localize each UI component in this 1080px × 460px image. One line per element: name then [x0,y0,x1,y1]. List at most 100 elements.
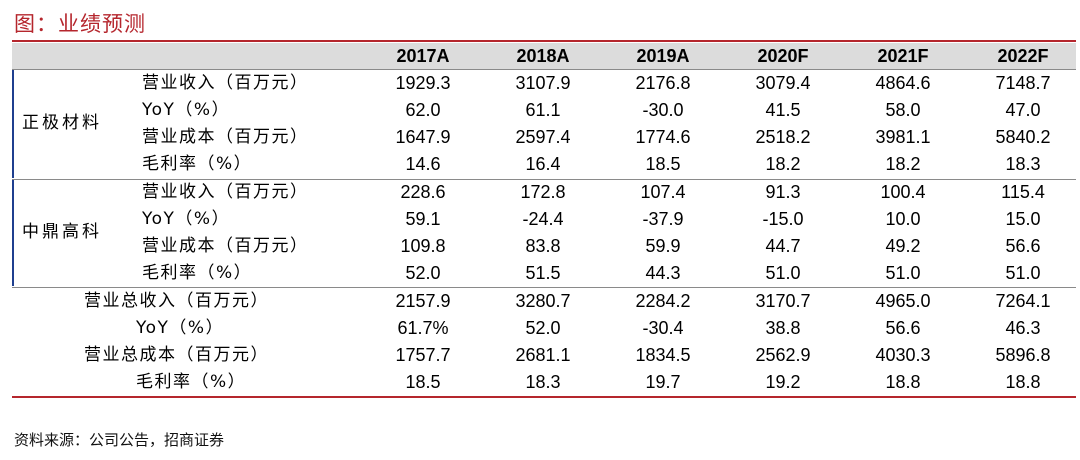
col-header-2022f: 2022F [997,46,1049,66]
group-separator [12,179,1076,180]
cell: 4965.0 [875,291,931,311]
cell: 19.7 [645,372,681,392]
cell: 58.0 [885,100,921,120]
cell: 172.8 [520,182,566,202]
col-header-2019a: 2019A [636,46,690,66]
cell: 2562.9 [755,345,811,365]
table-row: YoY（%） 61.7% 52.0 -30.4 38.8 56.6 46.3 [0,315,1080,342]
cell: 18.8 [885,372,921,392]
cell: 61.7% [397,318,449,338]
cell: 3079.4 [755,73,811,93]
group-label: 中鼎高科 [22,222,102,242]
cell: 62.0 [405,100,441,120]
cell: 10.0 [885,209,921,229]
cell: 2284.2 [635,291,691,311]
table-row: 营业收入（百万元） 228.6 172.8 107.4 91.3 100.4 1… [0,179,1080,206]
cell: 18.8 [1005,372,1041,392]
table-row: 营业成本（百万元） 109.8 83.8 59.9 44.7 49.2 56.6 [0,233,1080,260]
cell: 1757.7 [395,345,451,365]
cell: 46.3 [1005,318,1041,338]
cell: 7264.1 [995,291,1051,311]
source-note: 资料来源：公司公告，招商证券 [14,431,225,449]
col-header-2018a: 2018A [516,46,570,66]
row-metric: 毛利率（%） [142,154,253,174]
cell: 100.4 [880,182,926,202]
left-bar-group-2 [12,180,14,286]
cell: 41.5 [765,100,801,120]
row-metric: YoY（%） [142,100,231,120]
cell: 51.5 [525,263,561,283]
cell: 1834.5 [635,345,691,365]
cell: -15.0 [762,209,804,229]
table-header: 2017A 2018A 2019A 2020F 2021F 2022F [12,43,1076,70]
row-metric: YoY（%） [136,318,225,338]
table-bottom-rule [12,396,1076,398]
cell: 18.2 [765,154,801,174]
cell: 2518.2 [755,127,811,147]
cell: 52.0 [405,263,441,283]
cell: 18.5 [405,372,441,392]
row-metric: 营业总收入（百万元） [84,291,269,311]
cell: 15.0 [1005,209,1041,229]
cell: 83.8 [525,236,561,256]
row-metric: 营业成本（百万元） [142,236,309,256]
cell: 47.0 [1005,100,1041,120]
cell: 2176.8 [635,73,691,93]
table-row: 营业成本（百万元） 1647.9 2597.4 1774.6 2518.2 39… [0,124,1080,151]
table-row: YoY（%） 59.1 -24.4 -37.9 -15.0 10.0 15.0 [0,206,1080,233]
row-metric: 营业成本（百万元） [142,127,309,147]
cell: 59.9 [645,236,681,256]
cell: 3107.9 [515,73,571,93]
row-metric: 毛利率（%） [142,263,253,283]
cell: 5840.2 [995,127,1051,147]
cell: 51.0 [1005,263,1041,283]
cell: 52.0 [525,318,561,338]
cell: 44.3 [645,263,681,283]
cell: 59.1 [405,209,441,229]
cell: 14.6 [405,154,441,174]
cell: -30.4 [642,318,684,338]
col-header-2020f: 2020F [757,46,809,66]
cell: 4864.6 [875,73,931,93]
row-metric: 营业收入（百万元） [142,73,309,93]
cell: 16.4 [525,154,561,174]
row-metric: 营业收入（百万元） [142,182,309,202]
cell: 2157.9 [395,291,451,311]
cell: 3170.7 [755,291,811,311]
cell: 44.7 [765,236,801,256]
cell: 3280.7 [515,291,571,311]
cell: 115.4 [1001,182,1045,202]
row-metric: YoY（%） [142,209,231,229]
cell: 91.3 [765,182,801,202]
cell: 1929.3 [395,73,451,93]
table-row: 营业总收入（百万元） 2157.9 3280.7 2284.2 3170.7 4… [0,288,1080,315]
cell: 19.2 [765,372,801,392]
cell: 1647.9 [395,127,451,147]
cell: 51.0 [765,263,801,283]
cell: -30.0 [642,100,684,120]
cell: -37.9 [642,209,684,229]
cell: 228.6 [400,182,446,202]
col-header-2017a: 2017A [396,46,450,66]
cell: 3981.1 [875,127,931,147]
cell: 18.3 [1005,154,1041,174]
table-row: 营业收入（百万元） 1929.3 3107.9 2176.8 3079.4 48… [0,70,1080,97]
cell: -24.4 [522,209,564,229]
cell: 56.6 [1005,236,1041,256]
cell: 18.2 [885,154,921,174]
title-rule [12,40,1076,42]
cell: 18.3 [525,372,561,392]
table-row: YoY（%） 62.0 61.1 -30.0 41.5 58.0 47.0 [0,97,1080,124]
cell: 2597.4 [515,127,571,147]
cell: 4030.3 [875,345,931,365]
figure-title: 图：业绩预测 [14,12,146,36]
cell: 5896.8 [995,345,1051,365]
cell: 7148.7 [995,73,1051,93]
table-row: 营业总成本（百万元） 1757.7 2681.1 1834.5 2562.9 4… [0,342,1080,369]
row-metric: 营业总成本（百万元） [84,345,269,365]
group-label: 正极材料 [22,113,102,133]
table-row: 毛利率（%） 52.0 51.5 44.3 51.0 51.0 51.0 [0,260,1080,287]
table-row: 毛利率（%） 18.5 18.3 19.7 19.2 18.8 18.8 [0,369,1080,396]
cell: 1774.6 [635,127,691,147]
cell: 2681.1 [515,345,571,365]
